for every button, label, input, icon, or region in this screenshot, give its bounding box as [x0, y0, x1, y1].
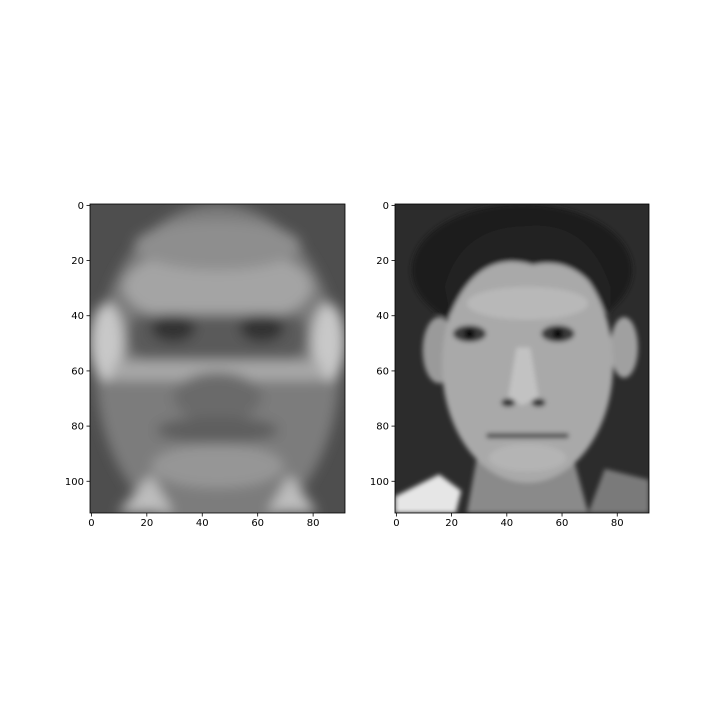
x-tick-label: 60: [251, 518, 264, 529]
x-tick-label: 0: [393, 518, 399, 529]
y-tick-label: 0: [383, 201, 389, 212]
x-tick-label: 60: [556, 518, 569, 529]
y-tick-label: 40: [71, 311, 84, 322]
y-tick-label: 20: [71, 256, 84, 267]
y-tick-label: 80: [71, 422, 84, 433]
y-tick-label: 20: [376, 256, 389, 267]
image: [90, 204, 345, 535]
y-tick-label: 100: [65, 477, 84, 488]
y-tick-label: 60: [71, 366, 84, 377]
y-tick-label: 0: [78, 201, 84, 212]
x-tick-label: 40: [500, 518, 513, 529]
x-tick-label: 80: [307, 518, 320, 529]
axes-frame: [394, 203, 650, 514]
x-tick-label: 0: [88, 518, 94, 529]
image: [395, 204, 649, 513]
x-tick-label: 40: [196, 518, 209, 529]
y-tick-label: 40: [376, 311, 389, 322]
x-tick-label: 20: [445, 518, 458, 529]
y-tick-label: 80: [376, 422, 389, 433]
x-tick-label: 20: [140, 518, 153, 529]
axes-frame: [89, 203, 346, 514]
x-tick-label: 80: [611, 518, 624, 529]
y-tick-label: 100: [370, 477, 389, 488]
y-tick-label: 60: [376, 366, 389, 377]
